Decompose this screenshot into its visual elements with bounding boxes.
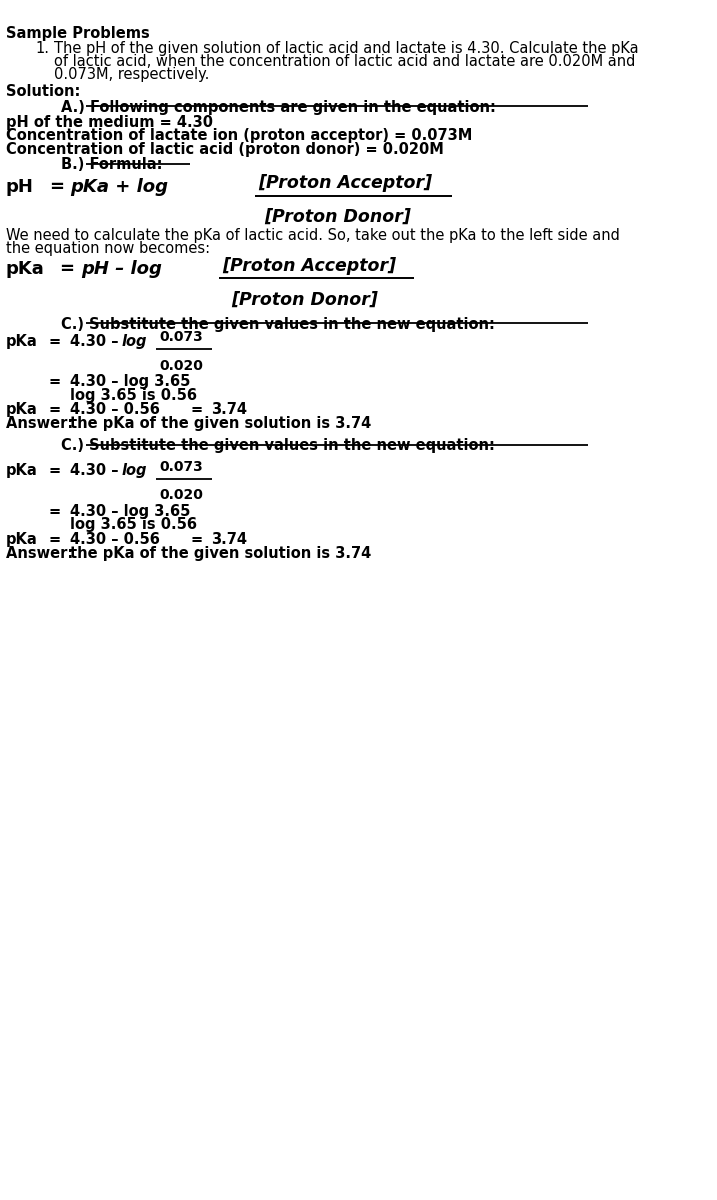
- Text: Answer:: Answer:: [6, 546, 78, 560]
- Text: 4.30 – log 3.65: 4.30 – log 3.65: [70, 504, 191, 518]
- Text: Concentration of lactate ion (proton acceptor) = 0.073M: Concentration of lactate ion (proton acc…: [6, 128, 472, 144]
- Text: pH – log: pH – log: [81, 260, 162, 278]
- Text: A.) Following components are given in the equation:: A.) Following components are given in th…: [61, 100, 496, 114]
- Text: 4.30 – 0.56: 4.30 – 0.56: [70, 532, 160, 546]
- Text: C.) Substitute the given values in the new equation:: C.) Substitute the given values in the n…: [61, 438, 495, 452]
- Text: Sample Problems: Sample Problems: [6, 26, 149, 41]
- Text: =: =: [49, 532, 61, 546]
- Text: =: =: [49, 463, 61, 478]
- Text: 4.30 –: 4.30 –: [70, 334, 119, 348]
- Text: =: =: [190, 402, 202, 416]
- Text: =: =: [49, 402, 61, 416]
- Text: [Proton Donor]: [Proton Donor]: [231, 290, 378, 308]
- Text: log 3.65 is 0.56: log 3.65 is 0.56: [70, 388, 197, 402]
- Text: pKa: pKa: [6, 463, 37, 478]
- Text: pKa: pKa: [6, 334, 37, 348]
- Text: pH: pH: [6, 178, 34, 196]
- Text: =: =: [60, 260, 75, 278]
- Text: pKa: pKa: [6, 402, 37, 416]
- Text: log: log: [122, 463, 148, 478]
- Text: 0.020: 0.020: [159, 359, 203, 373]
- Text: the pKa of the given solution is 3.74: the pKa of the given solution is 3.74: [70, 546, 371, 560]
- Text: =: =: [49, 374, 61, 389]
- Text: [Proton Acceptor]: [Proton Acceptor]: [258, 174, 432, 192]
- Text: pKa: pKa: [6, 260, 44, 278]
- Text: Answer:: Answer:: [6, 416, 78, 431]
- Text: =: =: [190, 532, 202, 546]
- Text: =: =: [49, 504, 61, 518]
- Text: [Proton Acceptor]: [Proton Acceptor]: [222, 257, 397, 275]
- Text: 1.: 1.: [36, 41, 50, 55]
- Text: pH of the medium = 4.30: pH of the medium = 4.30: [6, 115, 213, 130]
- Text: pKa + log: pKa + log: [70, 178, 168, 196]
- Text: 0.073: 0.073: [159, 460, 203, 474]
- Text: The pH of the given solution of lactic acid and lactate is 4.30. Calculate the p: The pH of the given solution of lactic a…: [54, 41, 638, 55]
- Text: B.) Formula:: B.) Formula:: [61, 157, 163, 172]
- Text: Concentration of lactic acid (proton donor) = 0.020M: Concentration of lactic acid (proton don…: [6, 142, 444, 156]
- Text: 3.74: 3.74: [212, 532, 247, 546]
- Text: We need to calculate the pKa of lactic acid. So, take out the pKa to the left si: We need to calculate the pKa of lactic a…: [6, 228, 619, 242]
- Text: 4.30 – 0.56: 4.30 – 0.56: [70, 402, 160, 416]
- Text: [Proton Donor]: [Proton Donor]: [264, 208, 411, 226]
- Text: 3.74: 3.74: [212, 402, 247, 416]
- Text: the pKa of the given solution is 3.74: the pKa of the given solution is 3.74: [70, 416, 371, 431]
- Text: Solution:: Solution:: [6, 84, 80, 98]
- Text: =: =: [49, 334, 61, 348]
- Text: 0.073: 0.073: [159, 330, 203, 344]
- Text: 4.30 –: 4.30 –: [70, 463, 119, 478]
- Text: log 3.65 is 0.56: log 3.65 is 0.56: [70, 517, 197, 533]
- Text: of lactic acid, when the concentration of lactic acid and lactate are 0.020M and: of lactic acid, when the concentration o…: [54, 54, 635, 68]
- Text: 4.30 – log 3.65: 4.30 – log 3.65: [70, 374, 191, 389]
- Text: =: =: [49, 178, 64, 196]
- Text: the equation now becomes:: the equation now becomes:: [6, 241, 210, 256]
- Text: 0.073M, respectively.: 0.073M, respectively.: [54, 67, 209, 82]
- Text: 0.020: 0.020: [159, 488, 203, 503]
- Text: pKa: pKa: [6, 532, 37, 546]
- Text: C.) Substitute the given values in the new equation:: C.) Substitute the given values in the n…: [61, 317, 495, 331]
- Text: log: log: [122, 334, 148, 348]
